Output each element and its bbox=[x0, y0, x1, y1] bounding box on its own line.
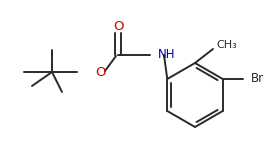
Text: Br: Br bbox=[251, 72, 264, 86]
Text: CH₃: CH₃ bbox=[216, 40, 237, 50]
Text: O: O bbox=[113, 20, 123, 33]
Text: O: O bbox=[95, 66, 105, 78]
Text: NH: NH bbox=[158, 48, 175, 60]
